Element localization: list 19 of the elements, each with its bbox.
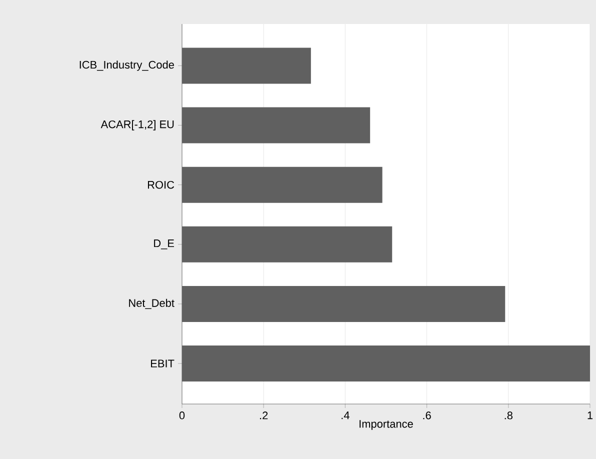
bar	[182, 48, 311, 84]
y-tick-label: D_E	[154, 240, 174, 250]
x-tick-label: .4	[342, 412, 350, 420]
y-tick-label: ICB_Industry_Code	[80, 60, 174, 71]
x-axis-title: Importance	[360, 420, 413, 430]
x-tick-label: 0	[179, 412, 185, 420]
y-tick-label: EBIT	[151, 360, 174, 368]
bar	[182, 166, 382, 203]
y-tick-label: Net_Debt	[129, 298, 174, 309]
x-tick-label: 1	[588, 412, 593, 420]
y-tick-label: ROIC	[148, 180, 174, 189]
bar	[182, 286, 506, 322]
y-tick-label: ACAR[-1,2] EU	[100, 120, 174, 130]
x-tick-label: .8	[504, 412, 512, 420]
x-tick-label: .2	[260, 412, 268, 420]
bar	[182, 107, 370, 144]
bar	[182, 226, 392, 262]
bar	[182, 346, 590, 382]
x-tick-label: .6	[423, 412, 431, 420]
